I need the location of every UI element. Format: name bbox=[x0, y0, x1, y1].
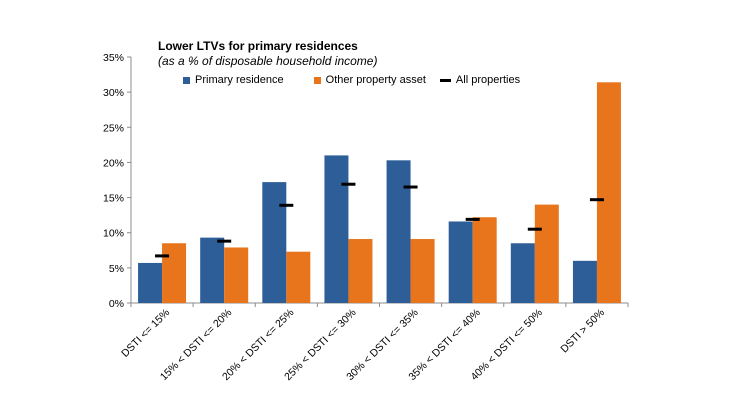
bar-other-property-asset bbox=[224, 247, 249, 303]
bar-other-property-asset bbox=[472, 217, 497, 303]
bar-other-property-asset bbox=[286, 251, 311, 303]
marker-all-properties bbox=[217, 239, 232, 243]
x-axis: DSTI <= 15%15% < DSTI <= 20%20% < DSTI <… bbox=[119, 302, 629, 383]
legend-item-other: Other property asset bbox=[313, 74, 426, 86]
legend-marker-all bbox=[439, 78, 451, 82]
chart-title: Lower LTVs for primary residences bbox=[158, 39, 358, 53]
legend: Primary residence Other property asset A… bbox=[183, 74, 532, 86]
bar-primary-residence bbox=[324, 155, 349, 303]
bar-other-property-asset bbox=[410, 239, 435, 303]
y-tick-label: 20% bbox=[103, 157, 124, 169]
bar-primary-residence bbox=[138, 262, 163, 303]
y-tick-label: 5% bbox=[109, 263, 124, 275]
y-axis: 0% 5% 10% 15% 20% 25% 30% 35% bbox=[103, 52, 132, 310]
y-tick-label: 35% bbox=[103, 52, 124, 64]
legend-item-all: All properties bbox=[439, 74, 521, 86]
bar-primary-residence bbox=[262, 182, 287, 303]
y-tick-label: 15% bbox=[103, 193, 124, 205]
bar-other-property-asset bbox=[596, 82, 621, 303]
bar-other-property-asset bbox=[534, 204, 559, 303]
x-tick-label: 40% < DSTI <= 50% bbox=[469, 307, 545, 383]
bar-primary-residence bbox=[510, 243, 535, 303]
marker-all-properties bbox=[155, 254, 170, 258]
legend-item-primary: Primary residence bbox=[183, 74, 284, 86]
marker-all-properties bbox=[589, 198, 604, 202]
bar-primary-residence bbox=[386, 160, 411, 303]
marker-all-properties bbox=[465, 217, 480, 221]
marker-all-properties bbox=[527, 227, 542, 231]
x-tick-label: DSTI > 50% bbox=[558, 307, 607, 356]
legend-swatch-other bbox=[313, 76, 321, 84]
bar-primary-residence bbox=[448, 221, 473, 303]
legend-label-all: All properties bbox=[455, 74, 521, 86]
legend-swatch-primary bbox=[183, 76, 190, 84]
bar-primary-residence bbox=[200, 237, 225, 303]
legend-label-other: Other property asset bbox=[325, 74, 426, 86]
marker-all-properties bbox=[403, 185, 418, 189]
bar-other-property-asset bbox=[162, 243, 187, 303]
bars bbox=[138, 82, 621, 303]
legend-label-primary: Primary residence bbox=[195, 74, 284, 86]
y-tick-label: 10% bbox=[103, 228, 124, 240]
bar-primary-residence bbox=[572, 260, 597, 303]
markers bbox=[155, 182, 604, 258]
bar-other-property-asset bbox=[348, 239, 373, 303]
y-tick-label: 30% bbox=[103, 87, 124, 99]
x-tick-label: DSTI <= 15% bbox=[119, 307, 172, 360]
marker-all-properties bbox=[279, 203, 294, 207]
y-tick-label: 25% bbox=[103, 122, 124, 134]
marker-all-properties bbox=[341, 182, 356, 186]
y-tick-label: 0% bbox=[109, 298, 124, 310]
chart-subtitle: (as a % of disposable household income) bbox=[158, 54, 378, 68]
